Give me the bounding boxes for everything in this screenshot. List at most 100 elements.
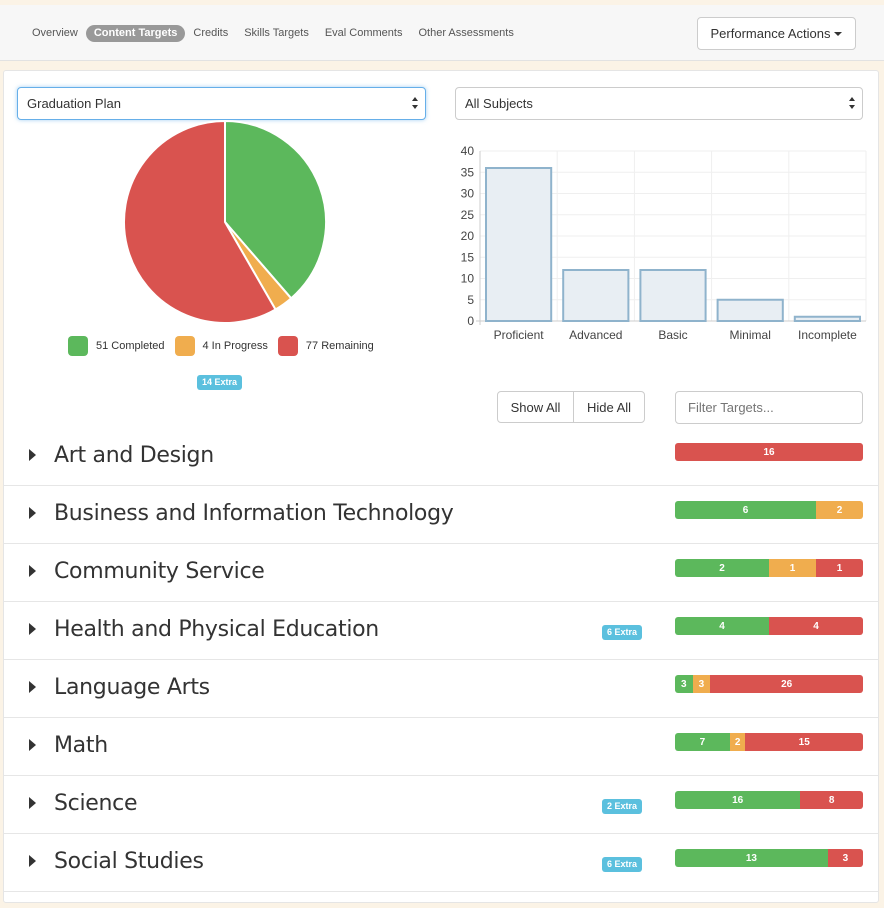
bar (716, 298, 784, 322)
expand-arrow-icon[interactable] (29, 449, 36, 461)
expand-arrow-icon[interactable] (29, 797, 36, 809)
legend-in-progress-label: 4 In Progress (202, 340, 268, 352)
proficiency-bar-chart: 0 5 10 15 20 25 30 35 40 Proficient Advanced Basic M… (461, 144, 867, 342)
legend-completed: 51 Completed (68, 336, 165, 356)
progress-bar: 16 (675, 443, 863, 461)
remaining-segment: 26 (710, 675, 863, 693)
subject-title: Math (54, 733, 108, 758)
legend-remaining-label: 77 Remaining (305, 340, 374, 352)
subject-row[interactable]: Math 7 2 15 (4, 718, 878, 776)
subject-title: Science (54, 791, 138, 816)
tab-eval-comments[interactable]: Eval Comments (324, 27, 403, 39)
extra-badge: 6 Extra (602, 857, 643, 872)
subject-select-value: All Subjects (465, 96, 533, 111)
tab-other-assessments[interactable]: Other Assessments (418, 27, 514, 39)
y-tick-label: 5 (467, 293, 474, 307)
expand-arrow-icon[interactable] (29, 565, 36, 577)
pie-slice-completed (224, 119, 327, 300)
remaining-segment: 15 (745, 733, 863, 751)
remaining-segment: 8 (800, 791, 863, 809)
subject-row[interactable]: Art and Design 16 (4, 428, 878, 486)
tab-skills-targets[interactable]: Skills Targets (244, 27, 309, 39)
completed-segment: 4 (675, 617, 769, 635)
legend-remaining: 77 Remaining (277, 336, 374, 356)
plan-select[interactable]: Graduation Plan (17, 87, 426, 120)
expand-arrow-icon[interactable] (29, 623, 36, 635)
expand-arrow-icon[interactable] (29, 739, 36, 751)
y-tick-label: 10 (461, 272, 475, 286)
x-tick-label: Incomplete (798, 328, 857, 342)
completed-segment: 3 (675, 675, 693, 693)
remaining-segment: 4 (769, 617, 863, 635)
extra-badge: 6 Extra (602, 625, 643, 640)
performance-actions-button[interactable]: Performance Actions (697, 17, 856, 50)
completed-segment: 16 (675, 791, 801, 809)
tab-content-targets[interactable]: Content Targets (85, 25, 186, 42)
subject-title: Health and Physical Education (54, 617, 379, 642)
completed-segment: 6 (675, 501, 816, 519)
legend-swatch-in-progress (174, 336, 195, 356)
y-tick-label: 0 (467, 314, 474, 328)
subject-select[interactable]: All Subjects (455, 87, 863, 120)
subject-row[interactable]: Health and Physical Education 6 Extra 4 4 (4, 602, 878, 660)
expand-arrow-icon[interactable] (29, 681, 36, 693)
bar (485, 167, 553, 322)
y-tick-label: 15 (461, 250, 475, 264)
subject-row[interactable]: Language Arts 3 3 26 (4, 660, 878, 718)
progress-bar: 3 3 26 (675, 675, 863, 693)
bar (793, 315, 861, 322)
filter-targets-input[interactable] (675, 391, 863, 424)
progress-bar: 13 3 (675, 849, 863, 867)
progress-bar: 16 8 (675, 791, 863, 809)
subject-title: Social Studies (54, 849, 204, 874)
plan-select-value: Graduation Plan (27, 96, 121, 111)
subject-row[interactable]: Community Service 2 1 1 (4, 544, 878, 602)
tab-credits[interactable]: Credits (193, 27, 229, 39)
in-progress-segment: 2 (729, 733, 746, 751)
pie-legend: 51 Completed 4 In Progress 77 Remaining (68, 336, 384, 356)
status-pie-chart (123, 119, 327, 324)
y-tick-label: 25 (461, 208, 475, 222)
y-tick-label: 35 (461, 165, 475, 179)
remaining-segment: 1 (816, 559, 863, 577)
bar (639, 269, 707, 322)
completed-segment: 2 (675, 559, 769, 577)
subject-title: Community Service (54, 559, 265, 584)
subject-row[interactable]: Social Studies 6 Extra 13 3 (4, 834, 878, 892)
y-tick-label: 30 (461, 187, 475, 201)
tab-nav: Overview Content Targets Credits Skills … (24, 25, 522, 42)
x-tick-label: Advanced (569, 328, 622, 342)
subject-title: Language Arts (54, 675, 210, 700)
remaining-segment: 16 (675, 443, 863, 461)
select-arrows-icon (849, 97, 855, 109)
remaining-segment: 3 (827, 849, 863, 867)
legend-completed-label: 51 Completed (96, 340, 165, 352)
completed-segment: 7 (675, 733, 730, 751)
y-tick-label: 40 (461, 144, 475, 158)
hide-all-button[interactable]: Hide All (573, 391, 645, 423)
top-nav-bar: Overview Content Targets Credits Skills … (0, 5, 884, 61)
x-tick-label: Minimal (730, 328, 771, 342)
select-arrows-icon (412, 97, 418, 109)
tab-overview[interactable]: Overview (32, 27, 78, 39)
legend-in-progress: 4 In Progress (174, 336, 268, 356)
subject-row[interactable]: Science 2 Extra 16 8 (4, 776, 878, 834)
y-tick-label: 20 (461, 229, 475, 243)
x-tick-label: Basic (658, 328, 687, 342)
content-targets-panel: Graduation Plan All Subjects 51 Complete… (3, 70, 879, 903)
extra-badge: 2 Extra (602, 799, 643, 814)
in-progress-segment: 3 (692, 675, 711, 693)
extra-badge: 14 Extra (197, 375, 243, 390)
expand-arrow-icon[interactable] (29, 507, 36, 519)
show-all-button[interactable]: Show All (497, 391, 574, 423)
x-tick-label: Proficient (494, 328, 545, 342)
legend-swatch-remaining (277, 336, 298, 356)
caret-down-icon (834, 31, 843, 36)
legend-swatch-completed (68, 336, 88, 356)
expand-arrow-icon[interactable] (29, 855, 36, 867)
pie-slice-remaining (123, 119, 277, 324)
subject-row[interactable]: Business and Information Technology 6 2 (4, 486, 878, 544)
